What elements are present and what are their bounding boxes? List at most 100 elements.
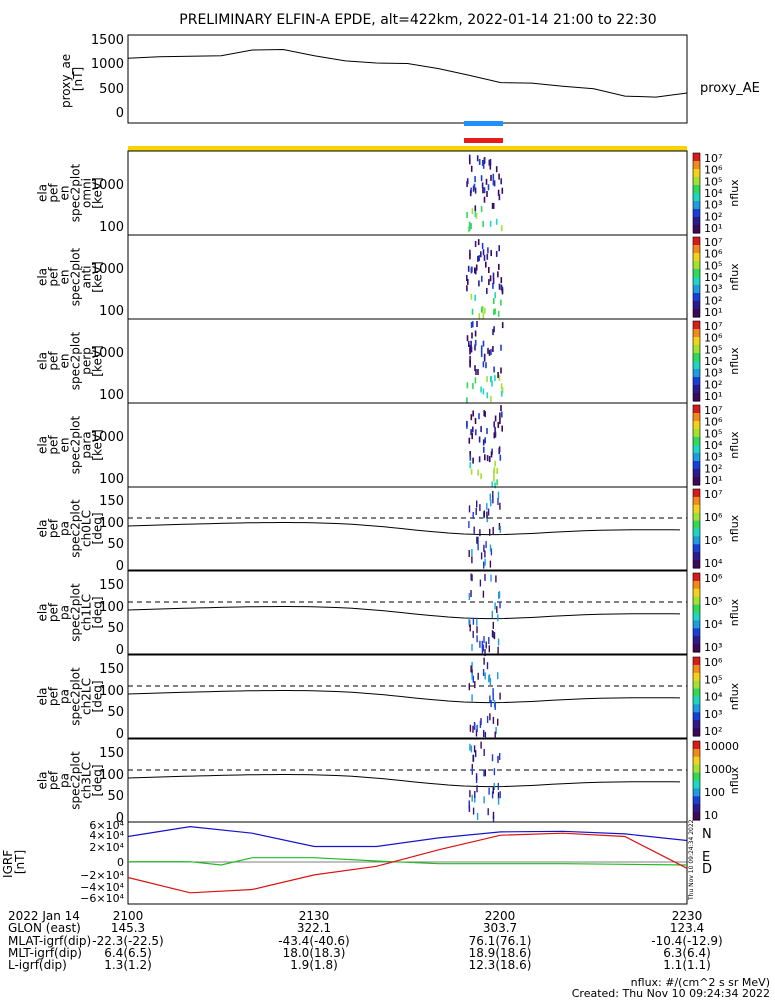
spectrogram-cell (482, 221, 484, 227)
colorbar-swatch (693, 498, 700, 502)
colorbar-swatch (693, 774, 700, 778)
pitch-angle-cell (498, 592, 500, 599)
spectrogram-cell (501, 387, 504, 394)
pitch-angle-cell (499, 525, 501, 533)
panel-ylabel-line: spec2plot (69, 247, 83, 306)
spectrogram-cell (472, 426, 474, 433)
lshell-value: 1.9(1.8) (290, 958, 338, 972)
colorbar-swatch (693, 353, 700, 356)
colorbar-tick-label: 10⁵ (704, 673, 722, 686)
panel-ylabel-line: [keV] (91, 429, 105, 460)
spectrogram-frame (127, 318, 688, 404)
colorbar-swatch (693, 305, 700, 308)
colorbar-swatch (693, 325, 700, 328)
panel-ylabel-line: ela (36, 352, 50, 370)
created-note: Created: Thu Nov 10 09:24:34 2022 (572, 987, 770, 1000)
colorbar-swatch (693, 496, 700, 500)
colorbar-swatch (693, 183, 700, 186)
colorbar-swatch (693, 618, 700, 621)
colorbar-tick-label: 10⁷ (704, 236, 722, 249)
mlt-value: 18.9(18.6) (469, 946, 532, 960)
panel-ylabel-line: ela (36, 603, 50, 621)
panel-ylabel-line: [deg] (91, 513, 105, 545)
colorbar-swatch (693, 257, 700, 260)
colorbar-swatch (693, 786, 700, 789)
colorbar-swatch (693, 532, 700, 536)
colorbar-swatch (693, 714, 700, 717)
colorbar-swatch (693, 520, 700, 524)
panel-ylabel-line: en (58, 270, 72, 285)
panel-ylabel: elapefenspec2plotanti[keV] (36, 247, 105, 306)
colorbar-swatch (693, 648, 700, 651)
colorbar-swatch (693, 704, 700, 707)
pitch-angle-cell (489, 678, 492, 685)
colorbar-swatch (693, 409, 700, 412)
pitch-angle-cell (483, 769, 485, 777)
spectrogram-cell (480, 386, 482, 393)
colorbar-swatch (693, 429, 700, 432)
colorbar-swatch (693, 457, 700, 460)
igrf-yticks: 6×10⁴ 4×10⁴ 2×10⁴ 0 −2×10⁴ −4×10⁴ −6×10⁴ (80, 819, 124, 905)
panel-ylabel-line: [keV] (91, 345, 105, 376)
colorbar-swatch (693, 766, 700, 770)
colorbar-swatch (693, 646, 700, 649)
spectrogram-cell (483, 410, 485, 417)
spectrogram-cell (492, 272, 495, 279)
spectrogram-cell (482, 439, 485, 446)
spectrogram-cell (500, 405, 502, 412)
colorbar-swatch (693, 782, 700, 786)
colorbar-swatch (693, 558, 700, 561)
colorbar-swatch (693, 237, 700, 240)
spectrogram-cell (480, 251, 482, 258)
colorbar-swatch (693, 275, 700, 278)
pitch-angle-cell (483, 636, 485, 644)
colorbar-swatch (693, 199, 700, 202)
colorbar-swatch (693, 291, 700, 294)
colorbar-swatch (693, 756, 700, 760)
colorbar-swatch (693, 708, 700, 711)
pitch-angle-cell (487, 808, 489, 816)
colorbar-swatch (693, 329, 700, 332)
colorbar-swatch (693, 604, 700, 608)
colorbar-swatch (693, 369, 700, 372)
colorbar-swatch (693, 598, 700, 602)
pitch-angle-cell (471, 556, 473, 564)
colorbar-swatch (693, 337, 700, 340)
pitch-angle-cell (475, 773, 478, 781)
pitch-angle-cell (497, 782, 499, 790)
pitch-angle-ytick: 0 (116, 727, 124, 742)
spectrogram-cell (470, 223, 472, 230)
spectrogram-cell (486, 455, 489, 462)
spectrogram-cell (475, 264, 478, 271)
pitch-angle-cell (489, 560, 492, 568)
spectrogram-cell (482, 340, 485, 347)
pitch-angle-cell (492, 527, 494, 534)
colorbar-swatch (693, 500, 700, 504)
colorbar-swatch (693, 425, 700, 428)
colorbar-swatch (693, 550, 700, 553)
colorbar-swatch (693, 630, 700, 633)
spectrogram-cell (481, 160, 484, 166)
spectrogram-cell (498, 194, 501, 201)
pitch-angle-cell (496, 606, 498, 614)
colorbar-tick-label: 10⁶ (704, 248, 723, 261)
spectrogram-cell (482, 162, 485, 169)
colorbar-swatch (693, 578, 700, 582)
colorbar-swatch (693, 518, 700, 522)
spectrogram-cell (500, 344, 502, 351)
pitch-angle-cell (471, 661, 473, 669)
colorbar-swatch (693, 245, 700, 248)
mlat-value: -22.3(-22.5) (92, 934, 163, 948)
spectrogram-cell (490, 395, 492, 402)
colorbar-swatch (693, 367, 700, 370)
colorbar-tick-label: 10⁷ (704, 152, 722, 165)
spectrogram-cell (471, 433, 473, 440)
pitch-angle-cell (491, 754, 494, 762)
colorbar-swatch (693, 357, 700, 360)
ae-ylabel-line-2: [nT] (71, 67, 85, 91)
pitch-angle-cell (492, 688, 494, 696)
colorbar-swatch (693, 441, 700, 444)
igrf-n-line (127, 825, 688, 848)
colorbar-swatch (693, 445, 700, 448)
spectrogram-ytick: 100 (99, 220, 124, 235)
